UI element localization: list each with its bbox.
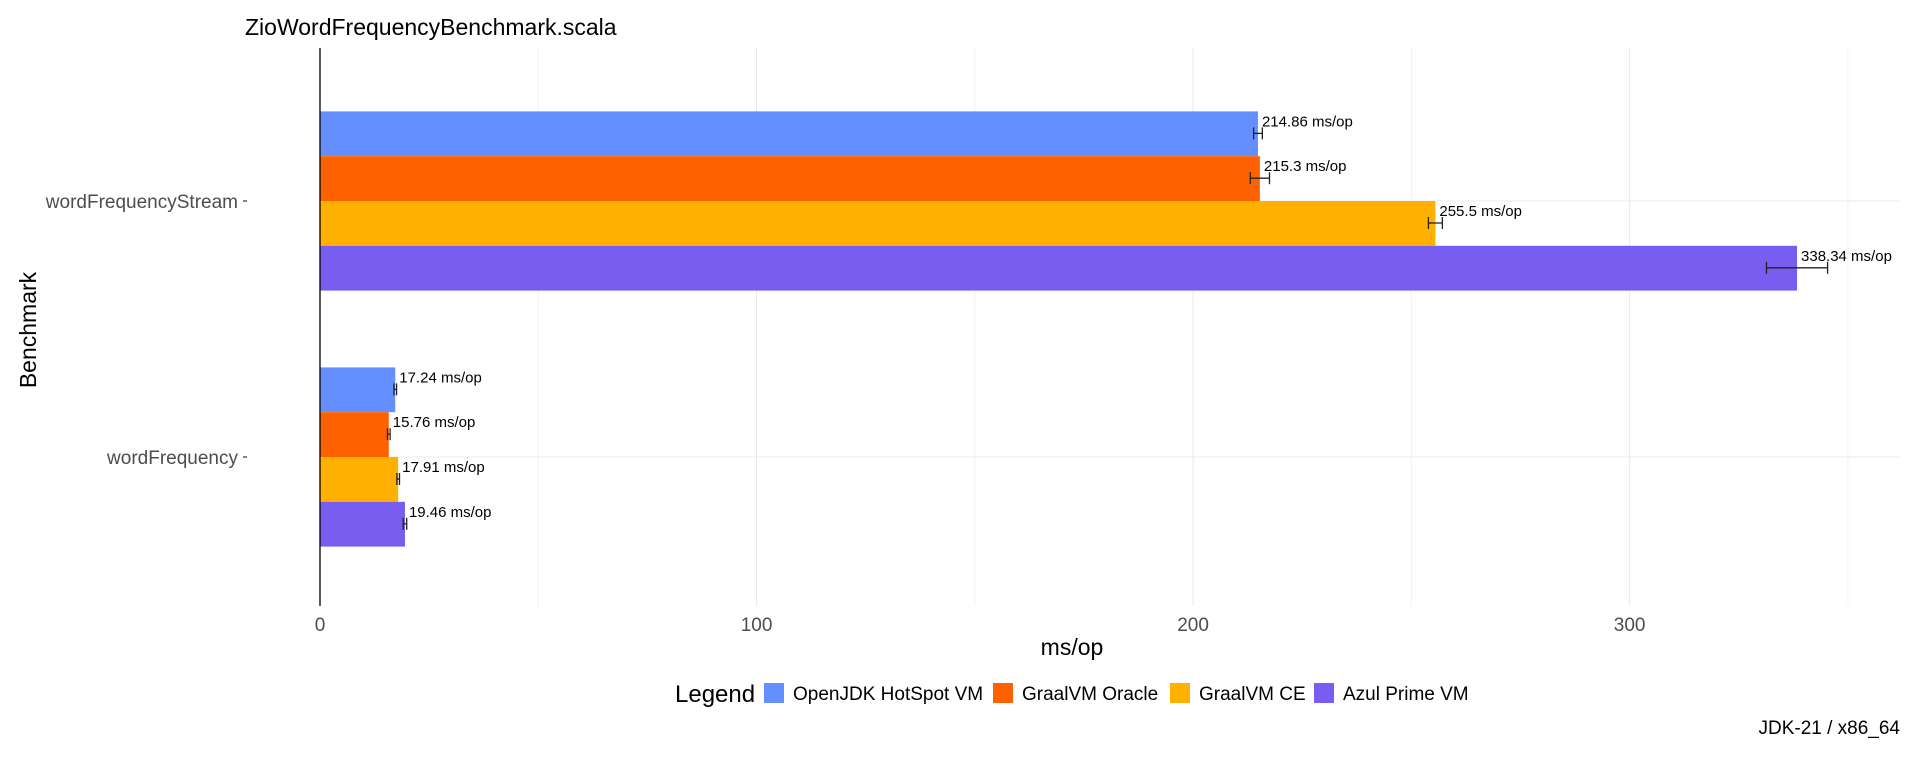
data-label: 255.5 ms/op <box>1439 203 1522 220</box>
chart-caption: JDK-21 / x86_64 <box>1758 718 1900 739</box>
x-tick-label: 300 <box>1614 615 1646 636</box>
data-label: 338.34 ms/op <box>1801 248 1892 265</box>
x-axis-title: ms/op <box>1041 634 1104 660</box>
bar <box>320 412 389 457</box>
bar <box>320 457 399 502</box>
data-label: 15.76 ms/op <box>393 414 476 431</box>
y-axis-title: Benchmark <box>15 271 41 388</box>
legend-entry: Azul Prime VM <box>1343 684 1469 705</box>
bar <box>320 201 1436 246</box>
data-label: 214.86 ms/op <box>1262 113 1353 130</box>
data-label: 17.91 ms/op <box>402 459 485 476</box>
legend-swatch <box>1170 683 1190 703</box>
y-tick-label: wordFrequency <box>106 448 238 469</box>
error-bar-layer <box>386 127 1829 530</box>
bar <box>320 156 1260 201</box>
chart-title: ZioWordFrequencyBenchmark.scala <box>245 14 617 40</box>
bar <box>320 111 1258 157</box>
data-label: 19.46 ms/op <box>409 504 492 521</box>
data-label: 17.24 ms/op <box>399 369 482 386</box>
legend-swatch <box>993 683 1013 703</box>
legend-entry: GraalVM Oracle <box>1022 684 1158 705</box>
bar <box>320 501 405 547</box>
x-tick-label: 200 <box>1177 615 1209 636</box>
bar <box>320 367 396 413</box>
legend-entry: OpenJDK HotSpot VM <box>793 684 983 705</box>
legend: Legend OpenJDK HotSpot VM GraalVM Oracle G… <box>675 681 1469 708</box>
legend-title: Legend <box>675 681 755 708</box>
legend-swatch <box>764 683 784 703</box>
bar <box>320 245 1798 291</box>
legend-entry: GraalVM CE <box>1199 684 1306 705</box>
legend-swatch <box>1314 683 1334 703</box>
data-label-layer: 214.86 ms/op 17.24 ms/op 215.3 ms/op 15.76 … <box>393 113 1892 520</box>
bar-layer <box>320 111 1798 547</box>
data-label: 215.3 ms/op <box>1264 158 1347 175</box>
x-tick-label: 100 <box>741 615 773 636</box>
axis-layer: wordFrequencyStream wordFrequency 0 100 200 3… <box>45 48 1646 636</box>
y-tick-label: wordFrequencyStream <box>45 192 238 213</box>
x-tick-label: 0 <box>315 615 326 636</box>
